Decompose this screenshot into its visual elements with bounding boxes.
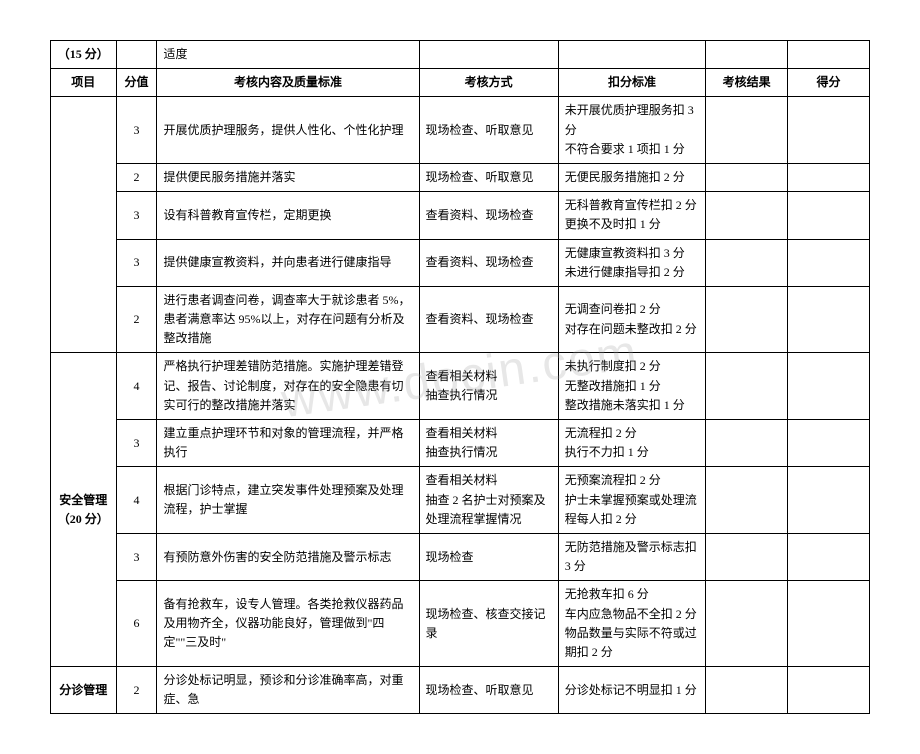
- score-cell: 6: [116, 581, 157, 667]
- score-cell: 2: [116, 286, 157, 353]
- header-project: 项目: [51, 69, 117, 97]
- header-content: 考核内容及质量标准: [157, 69, 419, 97]
- score-cell: 4: [116, 353, 157, 420]
- result-cell: [706, 581, 788, 667]
- content-cell: 有预防意外伤害的安全防范措施及警示标志: [157, 533, 419, 580]
- content-cell: 开展优质护理服务，提供人性化、个性化护理: [157, 97, 419, 164]
- top-score-cell: [116, 41, 157, 69]
- final-cell: [788, 467, 870, 534]
- content-cell: 严格执行护理差错防范措施。实施护理差错登记、报告、讨论制度，对存在的安全隐患有切…: [157, 353, 419, 420]
- table-row: 3 建立重点护理环节和对象的管理流程，并严格执行 查看相关材料抽查执行情况 无流…: [51, 420, 870, 467]
- score-cell: 3: [116, 192, 157, 239]
- final-cell: [788, 420, 870, 467]
- table-row: 2 提供便民服务措施并落实 现场检查、听取意见 无便民服务措施扣 2 分: [51, 163, 870, 191]
- deduct-cell: 无流程扣 2 分执行不力扣 1 分: [558, 420, 705, 467]
- score-cell: 2: [116, 667, 157, 714]
- header-result: 考核结果: [706, 69, 788, 97]
- method-cell: 查看资料、现场检查: [419, 286, 558, 353]
- assessment-table: （15 分） 适度 项目 分值 考核内容及质量标准 考核方式 扣分标准 考核结果…: [50, 40, 870, 714]
- section1-project-cell: [51, 97, 117, 353]
- deduct-cell: 无抢救车扣 6 分车内应急物品不全扣 2 分物品数量与实际不符或过期扣 2 分: [558, 581, 705, 667]
- table-row: 6 备有抢救车，设专人管理。各类抢救仪器药品及用物齐全，仪器功能良好，管理做到"…: [51, 581, 870, 667]
- score-cell: 3: [116, 97, 157, 164]
- result-cell: [706, 353, 788, 420]
- method-cell: 查看相关材料抽查执行情况: [419, 353, 558, 420]
- deduct-cell: 未开展优质护理服务扣 3 分不符合要求 1 项扣 1 分: [558, 97, 705, 164]
- deduct-cell: 未执行制度扣 2 分无整改措施扣 1 分整改措施未落实扣 1 分: [558, 353, 705, 420]
- score-cell: 3: [116, 239, 157, 286]
- score-cell: 4: [116, 467, 157, 534]
- final-cell: [788, 286, 870, 353]
- deduct-cell: 无防范措施及警示标志扣 3 分: [558, 533, 705, 580]
- table-row: 3 开展优质护理服务，提供人性化、个性化护理 现场检查、听取意见 未开展优质护理…: [51, 97, 870, 164]
- result-cell: [706, 286, 788, 353]
- deduct-cell: 分诊处标记不明显扣 1 分: [558, 667, 705, 714]
- method-cell: 现场检查、听取意见: [419, 97, 558, 164]
- header-method: 考核方式: [419, 69, 558, 97]
- score-cell: 2: [116, 163, 157, 191]
- method-cell: 现场检查、听取意见: [419, 667, 558, 714]
- final-cell: [788, 239, 870, 286]
- method-cell: 现场检查、听取意见: [419, 163, 558, 191]
- safety-project-cell: 安全管理（20 分）: [51, 353, 117, 667]
- top-method-cell: [419, 41, 558, 69]
- final-cell: [788, 192, 870, 239]
- content-cell: 根据门诊特点，建立突发事件处理预案及处理流程，护士掌握: [157, 467, 419, 534]
- score-cell: 3: [116, 420, 157, 467]
- content-cell: 进行患者调查问卷，调查率大于就诊患者 5%，患者满意率达 95%以上，对存在问题…: [157, 286, 419, 353]
- final-cell: [788, 353, 870, 420]
- header-row: 项目 分值 考核内容及质量标准 考核方式 扣分标准 考核结果 得分: [51, 69, 870, 97]
- final-cell: [788, 533, 870, 580]
- table-row: 3 设有科普教育宣传栏，定期更换 查看资料、现场检查 无科普教育宣传栏扣 2 分…: [51, 192, 870, 239]
- top-project-cell: （15 分）: [51, 41, 117, 69]
- triage-project-cell: 分诊管理: [51, 667, 117, 714]
- table-row: 安全管理（20 分） 4 严格执行护理差错防范措施。实施护理差错登记、报告、讨论…: [51, 353, 870, 420]
- content-cell: 建立重点护理环节和对象的管理流程，并严格执行: [157, 420, 419, 467]
- deduct-cell: 无调查问卷扣 2 分对存在问题未整改扣 2 分: [558, 286, 705, 353]
- content-cell: 分诊处标记明显，预诊和分诊准确率高，对重症、急: [157, 667, 419, 714]
- method-cell: 查看资料、现场检查: [419, 192, 558, 239]
- result-cell: [706, 467, 788, 534]
- final-cell: [788, 97, 870, 164]
- table-row: 2 进行患者调查问卷，调查率大于就诊患者 5%，患者满意率达 95%以上，对存在…: [51, 286, 870, 353]
- method-cell: 现场检查: [419, 533, 558, 580]
- deduct-cell: 无预案流程扣 2 分护士未掌握预案或处理流程每人扣 2 分: [558, 467, 705, 534]
- content-cell: 备有抢救车，设专人管理。各类抢救仪器药品及用物齐全，仪器功能良好，管理做到"四定…: [157, 581, 419, 667]
- top-content-cell: 适度: [157, 41, 419, 69]
- result-cell: [706, 192, 788, 239]
- result-cell: [706, 533, 788, 580]
- method-cell: 查看相关材料抽查执行情况: [419, 420, 558, 467]
- top-result-cell: [706, 41, 788, 69]
- table-row: 分诊管理 2 分诊处标记明显，预诊和分诊准确率高，对重症、急 现场检查、听取意见…: [51, 667, 870, 714]
- score-cell: 3: [116, 533, 157, 580]
- top-partial-row: （15 分） 适度: [51, 41, 870, 69]
- result-cell: [706, 97, 788, 164]
- result-cell: [706, 667, 788, 714]
- table-row: 3 提供健康宣教资料，并向患者进行健康指导 查看资料、现场检查 无健康宣教资料扣…: [51, 239, 870, 286]
- deduct-cell: 无便民服务措施扣 2 分: [558, 163, 705, 191]
- method-cell: 查看资料、现场检查: [419, 239, 558, 286]
- deduct-cell: 无健康宣教资料扣 3 分未进行健康指导扣 2 分: [558, 239, 705, 286]
- header-deduct: 扣分标准: [558, 69, 705, 97]
- table-row: 3 有预防意外伤害的安全防范措施及警示标志 现场检查 无防范措施及警示标志扣 3…: [51, 533, 870, 580]
- top-deduct-cell: [558, 41, 705, 69]
- content-cell: 设有科普教育宣传栏，定期更换: [157, 192, 419, 239]
- method-cell: 现场检查、核查交接记录: [419, 581, 558, 667]
- final-cell: [788, 667, 870, 714]
- top-final-cell: [788, 41, 870, 69]
- result-cell: [706, 163, 788, 191]
- content-cell: 提供健康宣教资料，并向患者进行健康指导: [157, 239, 419, 286]
- content-cell: 提供便民服务措施并落实: [157, 163, 419, 191]
- result-cell: [706, 420, 788, 467]
- result-cell: [706, 239, 788, 286]
- header-score: 分值: [116, 69, 157, 97]
- final-cell: [788, 163, 870, 191]
- header-final: 得分: [788, 69, 870, 97]
- deduct-cell: 无科普教育宣传栏扣 2 分更换不及时扣 1 分: [558, 192, 705, 239]
- final-cell: [788, 581, 870, 667]
- method-cell: 查看相关材料抽查 2 名护士对预案及处理流程掌握情况: [419, 467, 558, 534]
- table-row: 4 根据门诊特点，建立突发事件处理预案及处理流程，护士掌握 查看相关材料抽查 2…: [51, 467, 870, 534]
